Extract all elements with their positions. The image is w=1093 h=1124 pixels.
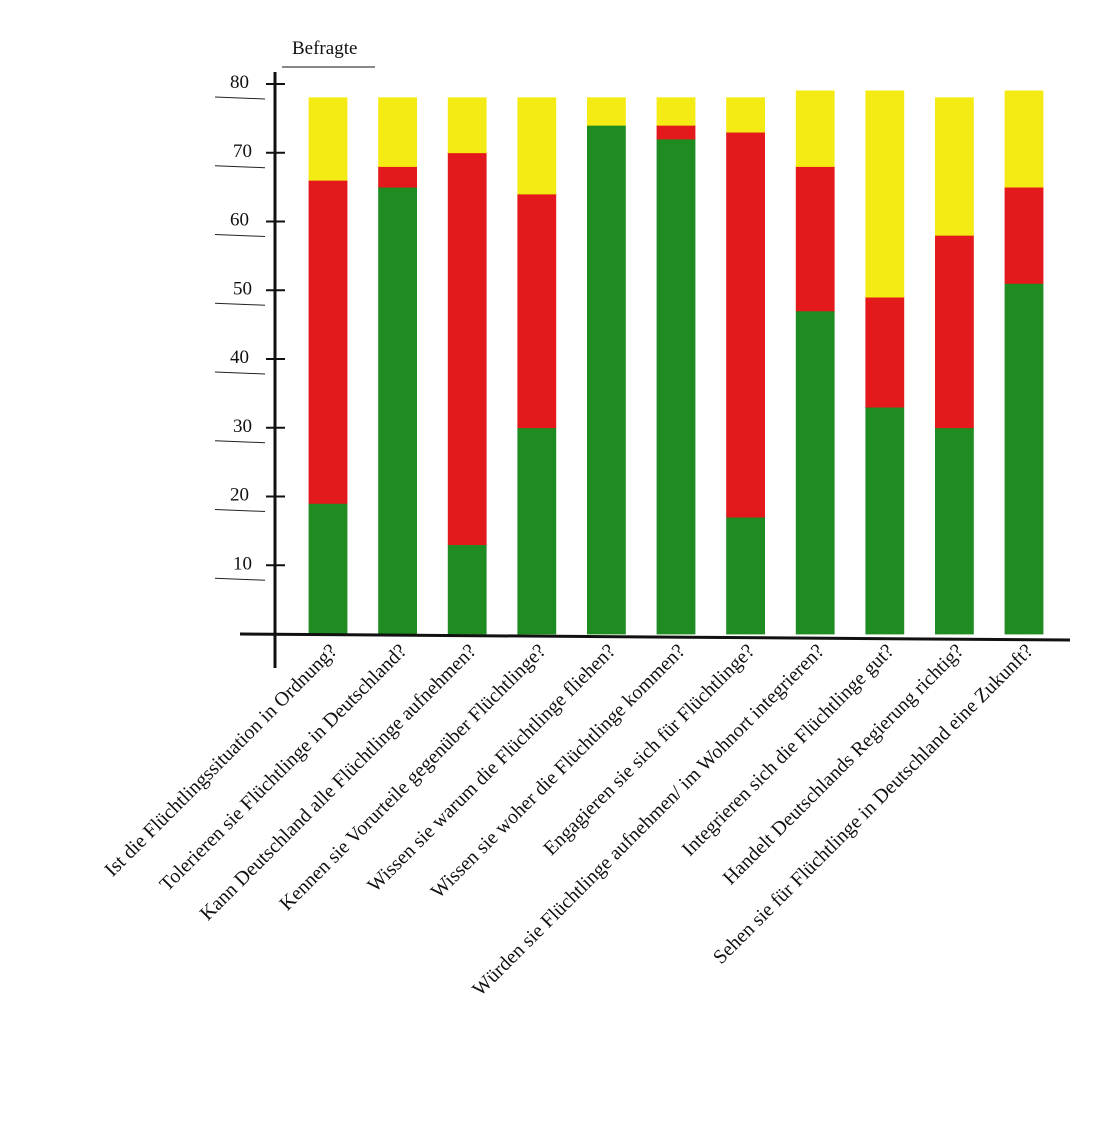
bar-segment <box>517 427 557 635</box>
bar-segment <box>308 179 348 504</box>
y-tick-label: 10 <box>233 553 252 574</box>
y-tick-underline <box>214 577 266 581</box>
bar-segment <box>308 97 348 181</box>
bar-segment <box>1004 90 1044 188</box>
y-axis-title: Befragte <box>292 38 357 59</box>
bar-segment <box>378 97 418 167</box>
x-axis <box>239 632 1071 642</box>
bar-segment <box>1004 282 1044 635</box>
bar-segment <box>795 90 835 167</box>
bar-segment <box>865 296 905 408</box>
category-labels-group: Ist die Flüchtlingssituation in Ordnung?… <box>101 640 1038 1001</box>
bar-segment <box>447 152 487 546</box>
y-tick-label: 50 <box>233 278 252 299</box>
bar-segment <box>656 138 696 635</box>
bar-segment <box>378 166 418 188</box>
bar-segment <box>726 516 765 635</box>
bar-segment <box>517 193 557 429</box>
y-tick-label: 40 <box>230 347 249 368</box>
bar-segment <box>935 97 974 236</box>
bar-segment <box>726 131 765 518</box>
bars-group <box>308 90 1044 635</box>
bar-segment <box>587 124 626 635</box>
y-tick-label: 70 <box>233 141 252 162</box>
bar-segment <box>935 234 974 429</box>
bar-segment <box>447 544 487 635</box>
bar-segment <box>865 406 905 635</box>
category-label: Wissen sie warum die Flüchtlinge fliehen… <box>363 640 620 897</box>
category-label: Tolerieren sie Flüchtlinge in Deutschlan… <box>155 640 411 896</box>
bar-segment <box>726 97 765 133</box>
bar-segment <box>795 166 835 312</box>
y-tick-underline <box>214 509 266 512</box>
bar-segment <box>865 90 905 298</box>
bar-segment <box>378 186 418 635</box>
category-label: Wissen sie woher die Flüchtlinge kommen? <box>427 640 690 903</box>
bar-segment <box>308 502 348 635</box>
y-tick-underline <box>214 96 266 100</box>
category-label: Handelt Deutschlands Regierung richtig? <box>719 640 968 889</box>
bar-segment <box>795 310 835 635</box>
y-tick-underline <box>214 371 266 375</box>
bar-segment <box>517 97 557 195</box>
y-tick-label: 20 <box>230 485 249 506</box>
bar-segment <box>447 97 487 154</box>
y-tick-underline <box>214 234 266 237</box>
bar-segment <box>587 97 626 126</box>
y-tick-underline <box>214 302 266 306</box>
category-label: Sehen sie für Flüchtlinge in Deutschland… <box>709 640 1038 969</box>
y-ticks-group: 10 20 30 40 50 60 70 80 <box>214 72 285 581</box>
y-tick-label: 60 <box>230 210 249 231</box>
bar-segment <box>656 97 696 126</box>
y-tick-label: 80 <box>230 72 249 93</box>
y-tick-underline <box>214 440 266 444</box>
y-tick-label: 30 <box>233 416 252 437</box>
bar-segment <box>935 427 974 635</box>
y-tick-underline <box>214 165 266 169</box>
bar-segment <box>656 124 696 140</box>
category-label: Kennen sie Vorurteile gegenüber Flüchtli… <box>275 640 550 915</box>
bar-segment <box>1004 186 1044 284</box>
